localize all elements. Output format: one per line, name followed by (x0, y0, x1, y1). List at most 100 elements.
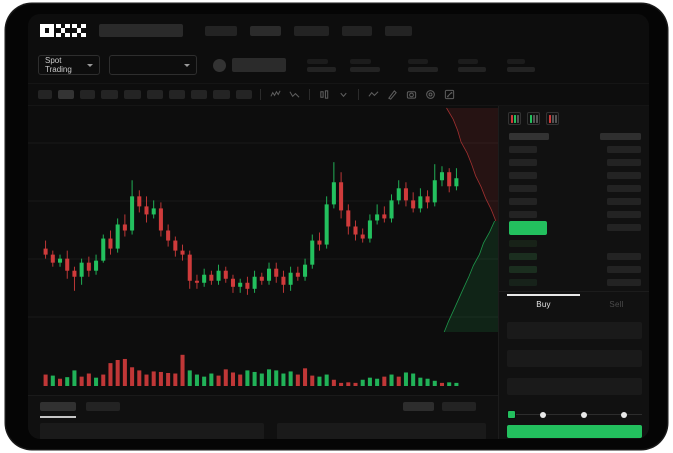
chevron-down-icon[interactable] (337, 88, 350, 101)
pair-price-label (232, 58, 286, 72)
logo-letter-k (56, 23, 70, 38)
timeframe-3[interactable] (80, 90, 95, 99)
timeframe-6[interactable] (147, 90, 163, 99)
amount-slider-track[interactable] (509, 414, 642, 415)
tab-buy[interactable]: Buy (506, 300, 581, 309)
nav-item-4[interactable] (342, 25, 372, 36)
stat-4-label (458, 58, 478, 64)
chevron-down-icon (87, 63, 93, 67)
order-book-last-amount (607, 224, 641, 231)
global-search-input[interactable] (99, 24, 183, 37)
trade-form-panel: Buy Sell (498, 291, 649, 439)
stat-1 (307, 58, 336, 72)
order-book-header-left (509, 133, 549, 140)
candle-type-icon[interactable] (318, 88, 331, 101)
stat-3 (408, 58, 438, 72)
stat-1-value (307, 66, 336, 72)
logo-letter-o (40, 23, 54, 38)
order-book-ask-row[interactable] (509, 172, 537, 179)
place-order-button[interactable] (507, 425, 642, 438)
chevron-down-icon (184, 63, 190, 67)
timeframe-1[interactable] (38, 90, 52, 99)
amount-slider-handle[interactable] (507, 410, 516, 419)
nav-item-2[interactable] (250, 25, 281, 36)
candlestick-series (43, 162, 459, 295)
stat-3-value (408, 66, 438, 72)
timeframe-5[interactable] (124, 90, 141, 99)
order-book-panel (498, 106, 649, 291)
orders-panel (28, 395, 498, 439)
toolbar-divider (309, 89, 310, 100)
timeframe-4[interactable] (101, 90, 118, 99)
order-book-ask-amount (607, 146, 641, 153)
order-book-bid-row[interactable] (509, 240, 537, 247)
timeframe-9[interactable] (213, 90, 230, 99)
price-chart[interactable] (28, 106, 498, 395)
nav-item-3[interactable] (294, 25, 329, 36)
settings-icon[interactable] (424, 88, 437, 101)
bottom-tab-2[interactable] (86, 402, 120, 411)
compare-icon[interactable] (288, 88, 301, 101)
order-book-ask-row[interactable] (509, 198, 537, 205)
stat-5-label (507, 58, 525, 64)
order-book-ask-amount (607, 211, 641, 218)
order-book-bid-row[interactable] (509, 266, 537, 273)
timeframe-10[interactable] (236, 90, 252, 99)
book-bids-icon[interactable] (527, 112, 540, 125)
tab-sell-label: Sell (609, 300, 624, 309)
order-book-header-right (600, 133, 641, 140)
tab-buy-label: Buy (536, 300, 551, 309)
stat-5-value (507, 66, 535, 72)
book-both-icon[interactable] (508, 112, 521, 125)
market-type-label: Spot Trading (45, 56, 72, 74)
nav-item-5[interactable] (385, 25, 412, 36)
order-book-ask-row[interactable] (509, 211, 537, 218)
timeframe-2[interactable] (58, 90, 74, 99)
drawing-tools-icon[interactable] (386, 88, 399, 101)
bottom-action-2[interactable] (442, 402, 476, 411)
bottom-tab-1-indicator (40, 416, 76, 418)
order-book-bid-amount (607, 266, 641, 273)
top-navigation-bar (28, 14, 649, 47)
bottom-action-1[interactable] (403, 402, 434, 411)
line-chart-icon[interactable] (367, 88, 380, 101)
trading-pair-selector[interactable] (109, 55, 197, 75)
amount-slider-mark-50[interactable] (581, 411, 587, 418)
order-book-ask-amount (607, 185, 641, 192)
order-book-ask-row[interactable] (509, 146, 537, 153)
fullscreen-icon[interactable] (443, 88, 456, 101)
snapshot-icon[interactable] (405, 88, 418, 101)
stat-1-label (307, 58, 328, 64)
nav-item-1[interactable] (205, 25, 237, 36)
timeframe-8[interactable] (191, 90, 207, 99)
order-book-bid-amount (607, 279, 641, 286)
order-book-bid-row[interactable] (509, 253, 537, 260)
order-book-ask-row[interactable] (509, 159, 537, 166)
bottom-content-block-2 (277, 423, 486, 439)
tab-sell[interactable]: Sell (579, 300, 649, 309)
stat-5 (507, 58, 535, 72)
order-amount-field[interactable] (507, 350, 642, 367)
order-total-field[interactable] (507, 378, 642, 395)
order-book-view-modes (508, 112, 559, 125)
indicators-icon[interactable] (269, 88, 282, 101)
market-type-selector[interactable]: Spot Trading (38, 55, 100, 75)
order-price-field[interactable] (507, 322, 642, 339)
order-book-ask-row[interactable] (509, 185, 537, 192)
order-book-bid-amount (607, 253, 641, 260)
amount-slider-mark-75[interactable] (621, 411, 627, 418)
stat-2-value (350, 66, 380, 72)
order-book-ask-amount (607, 159, 641, 166)
timeframe-7[interactable] (169, 90, 185, 99)
stat-4 (458, 58, 486, 72)
stat-4-value (458, 66, 486, 72)
amount-slider-mark-25[interactable] (540, 411, 546, 418)
chart-toolbar (28, 84, 649, 106)
order-book-bid-row[interactable] (509, 279, 537, 286)
toolbar-divider (358, 89, 359, 100)
tab-buy-indicator (507, 294, 580, 296)
book-asks-icon[interactable] (546, 112, 559, 125)
okx-logo[interactable] (40, 23, 86, 38)
stat-2 (350, 58, 380, 72)
bottom-tab-1[interactable] (40, 402, 76, 411)
